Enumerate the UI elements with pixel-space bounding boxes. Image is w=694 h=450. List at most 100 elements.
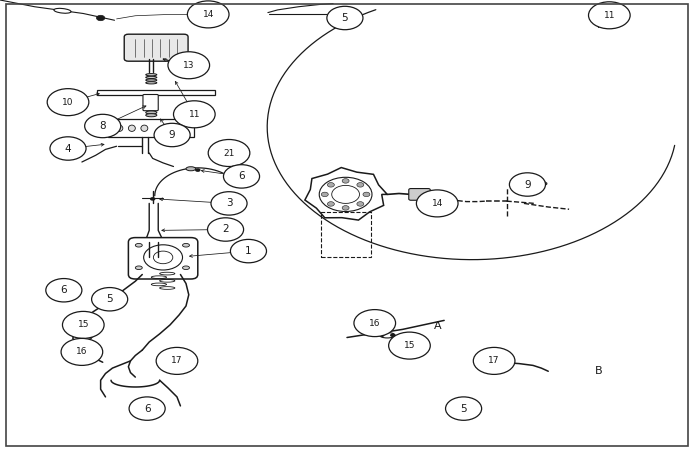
Ellipse shape <box>69 288 80 292</box>
Polygon shape <box>305 167 387 220</box>
Circle shape <box>96 15 105 21</box>
Circle shape <box>321 192 328 197</box>
Circle shape <box>61 338 103 365</box>
Circle shape <box>50 137 86 160</box>
Circle shape <box>208 218 244 241</box>
FancyBboxPatch shape <box>128 238 198 279</box>
Ellipse shape <box>183 266 189 270</box>
Circle shape <box>327 6 363 30</box>
Ellipse shape <box>186 167 196 171</box>
Ellipse shape <box>54 9 71 13</box>
Circle shape <box>354 310 396 337</box>
Circle shape <box>208 140 250 166</box>
Text: 4: 4 <box>65 144 71 153</box>
Polygon shape <box>97 90 215 95</box>
Text: 6: 6 <box>238 171 245 181</box>
Circle shape <box>589 2 630 29</box>
Ellipse shape <box>526 181 547 186</box>
Circle shape <box>342 206 349 210</box>
Circle shape <box>342 179 349 183</box>
Text: B: B <box>595 366 602 376</box>
Ellipse shape <box>141 125 148 131</box>
Circle shape <box>150 197 155 201</box>
Circle shape <box>329 11 337 16</box>
Circle shape <box>473 347 515 374</box>
Ellipse shape <box>135 266 142 270</box>
Circle shape <box>129 397 165 420</box>
Circle shape <box>92 288 128 311</box>
Text: 16: 16 <box>369 319 380 328</box>
Text: 14: 14 <box>203 10 214 19</box>
Circle shape <box>62 311 104 338</box>
Ellipse shape <box>380 333 395 338</box>
Bar <box>321 212 371 256</box>
Text: 8: 8 <box>99 121 106 131</box>
Circle shape <box>76 334 83 339</box>
Circle shape <box>168 52 210 79</box>
Circle shape <box>593 11 603 18</box>
Circle shape <box>46 279 82 302</box>
Circle shape <box>389 332 430 359</box>
Circle shape <box>455 405 462 410</box>
Text: 10: 10 <box>62 98 74 107</box>
Circle shape <box>446 397 482 420</box>
Circle shape <box>390 333 396 337</box>
Text: 11: 11 <box>189 110 200 119</box>
Circle shape <box>87 335 93 338</box>
Circle shape <box>357 183 364 187</box>
Ellipse shape <box>183 243 189 247</box>
Circle shape <box>328 202 335 206</box>
Text: 1: 1 <box>245 246 252 256</box>
Text: 5: 5 <box>341 13 348 23</box>
Circle shape <box>195 168 201 172</box>
Circle shape <box>223 165 260 188</box>
Circle shape <box>509 173 545 196</box>
Ellipse shape <box>146 113 157 117</box>
Circle shape <box>85 114 121 138</box>
Text: 6: 6 <box>144 404 151 414</box>
Circle shape <box>363 192 370 197</box>
Circle shape <box>211 192 247 215</box>
Text: 15: 15 <box>404 341 415 350</box>
Text: 16: 16 <box>76 347 87 356</box>
Text: 17: 17 <box>171 356 183 365</box>
Text: 15: 15 <box>78 320 89 329</box>
Circle shape <box>174 101 215 128</box>
Circle shape <box>328 183 335 187</box>
Ellipse shape <box>146 76 157 79</box>
FancyBboxPatch shape <box>108 119 194 137</box>
Circle shape <box>416 190 458 217</box>
Text: 21: 21 <box>223 148 235 157</box>
Text: 11: 11 <box>604 11 615 20</box>
Circle shape <box>65 288 71 292</box>
Text: 6: 6 <box>60 285 67 295</box>
Circle shape <box>230 239 266 263</box>
Text: 3: 3 <box>226 198 232 208</box>
Ellipse shape <box>167 127 173 132</box>
Circle shape <box>156 347 198 374</box>
Circle shape <box>379 333 384 337</box>
Ellipse shape <box>362 325 376 330</box>
Text: 2: 2 <box>222 225 229 234</box>
Ellipse shape <box>146 82 157 84</box>
Ellipse shape <box>146 73 157 76</box>
Ellipse shape <box>146 79 157 81</box>
Ellipse shape <box>128 125 135 131</box>
Text: 17: 17 <box>489 356 500 365</box>
Text: 5: 5 <box>460 404 467 414</box>
Text: 14: 14 <box>432 199 443 208</box>
Ellipse shape <box>146 111 157 114</box>
Circle shape <box>47 89 89 116</box>
Text: 13: 13 <box>183 61 194 70</box>
Text: 9: 9 <box>524 180 531 189</box>
Ellipse shape <box>83 317 97 322</box>
Text: A: A <box>434 321 441 331</box>
Ellipse shape <box>116 125 123 131</box>
Ellipse shape <box>135 243 142 247</box>
FancyBboxPatch shape <box>409 189 430 200</box>
FancyBboxPatch shape <box>143 94 158 111</box>
Text: 5: 5 <box>106 294 113 304</box>
Circle shape <box>357 202 364 206</box>
Text: 9: 9 <box>169 130 176 140</box>
Circle shape <box>154 123 190 147</box>
